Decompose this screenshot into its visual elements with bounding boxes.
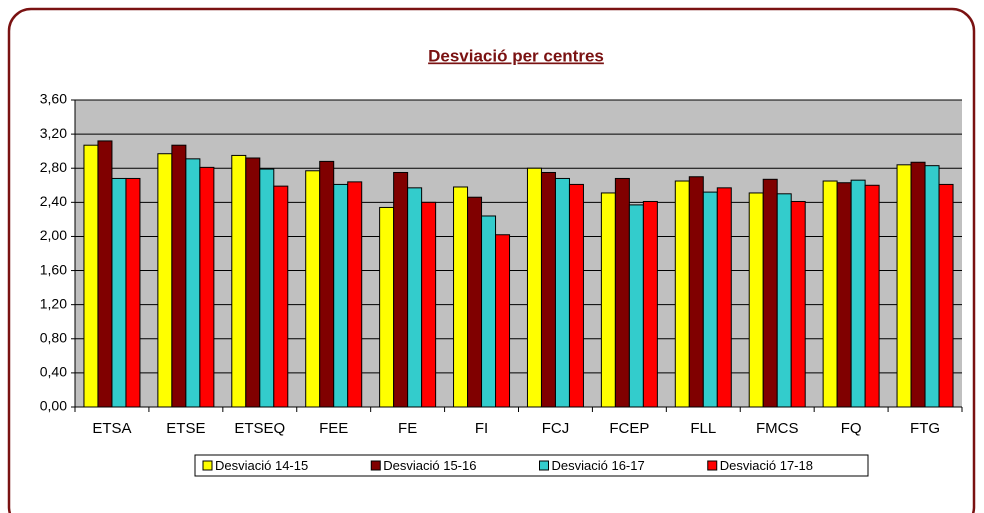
y-tick-label: 1,20: [40, 295, 67, 311]
y-tick-label: 1,60: [40, 261, 67, 277]
legend-swatch: [370, 460, 381, 471]
bar: [199, 166, 215, 408]
y-tick-label: 0,80: [40, 329, 67, 345]
y-tick-label: 2,00: [40, 227, 67, 243]
legend-swatch: [539, 460, 549, 471]
bar: [319, 160, 335, 408]
bar: [421, 201, 437, 408]
x-tick-label: FMCS: [756, 420, 799, 437]
bar: [790, 200, 806, 408]
bar: [245, 157, 261, 408]
bar: [554, 177, 570, 408]
bar: [495, 234, 511, 408]
bar: [716, 187, 732, 408]
bar: [822, 180, 838, 408]
bar: [407, 187, 423, 408]
bar: [347, 181, 363, 408]
y-tick-label: 0,00: [40, 398, 67, 414]
bar: [628, 204, 644, 408]
bar: [185, 158, 201, 408]
x-tick-label: FLL: [690, 420, 716, 437]
plot-area: [75, 100, 962, 407]
bar: [97, 140, 113, 408]
y-tick-label: 3,60: [40, 91, 67, 107]
bar: [83, 144, 99, 408]
x-tick-label: FQ: [841, 420, 862, 437]
x-tick-label: ETSA: [92, 420, 131, 437]
bar: [836, 182, 852, 408]
bar: [748, 192, 764, 408]
bar: [614, 177, 630, 408]
bar: [642, 200, 658, 408]
bar: [600, 192, 616, 408]
x-tick-label: FCEP: [609, 420, 649, 437]
bar: [393, 171, 409, 408]
x-tick-label: ETSEQ: [234, 420, 285, 437]
bar: [850, 179, 866, 408]
bar: [910, 161, 926, 408]
bar: [231, 154, 247, 408]
legend-label: Desviació 16-17: [552, 458, 645, 473]
bar: [896, 164, 912, 408]
bar: [924, 165, 940, 408]
y-tick-label: 0,40: [40, 364, 67, 380]
bar: [481, 215, 497, 408]
legend-swatch: [707, 460, 718, 471]
bar: [688, 176, 704, 408]
bar: [864, 184, 880, 408]
bar: [526, 167, 542, 408]
bar: [776, 193, 792, 408]
legend-label: Desviació 17-18: [720, 458, 813, 473]
bar: [333, 183, 349, 408]
x-tick-label: FCJ: [542, 420, 570, 437]
y-tick-label: 2,40: [40, 193, 67, 209]
x-tick-label: FTG: [910, 420, 940, 437]
x-tick-label: FE: [398, 420, 417, 437]
y-tick-label: 3,20: [40, 125, 67, 141]
x-tick-label: FEE: [319, 420, 348, 437]
bar: [379, 206, 395, 408]
bar: [467, 196, 483, 408]
x-tick-label: FI: [475, 420, 488, 437]
y-tick-label: 2,80: [40, 159, 67, 175]
chart-title: Desviació per centres: [428, 46, 604, 65]
bar: [111, 177, 127, 408]
bar: [938, 183, 954, 408]
bar: [157, 153, 173, 408]
bar: [762, 178, 778, 408]
bar: [171, 144, 187, 408]
bar: [702, 191, 718, 408]
bar: [273, 185, 289, 408]
bar: [568, 183, 584, 408]
bar: [674, 180, 690, 408]
x-tick-label: ETSE: [166, 420, 205, 437]
bar: [453, 186, 469, 408]
legend-swatch: [202, 460, 213, 471]
bar: [259, 168, 275, 408]
bar: [540, 171, 556, 408]
bar: [125, 177, 141, 408]
bar: [305, 170, 321, 408]
legend-box: [194, 454, 869, 477]
legend-label: Desviació 14-15: [215, 458, 308, 473]
legend-label: Desviació 15-16: [383, 458, 476, 473]
